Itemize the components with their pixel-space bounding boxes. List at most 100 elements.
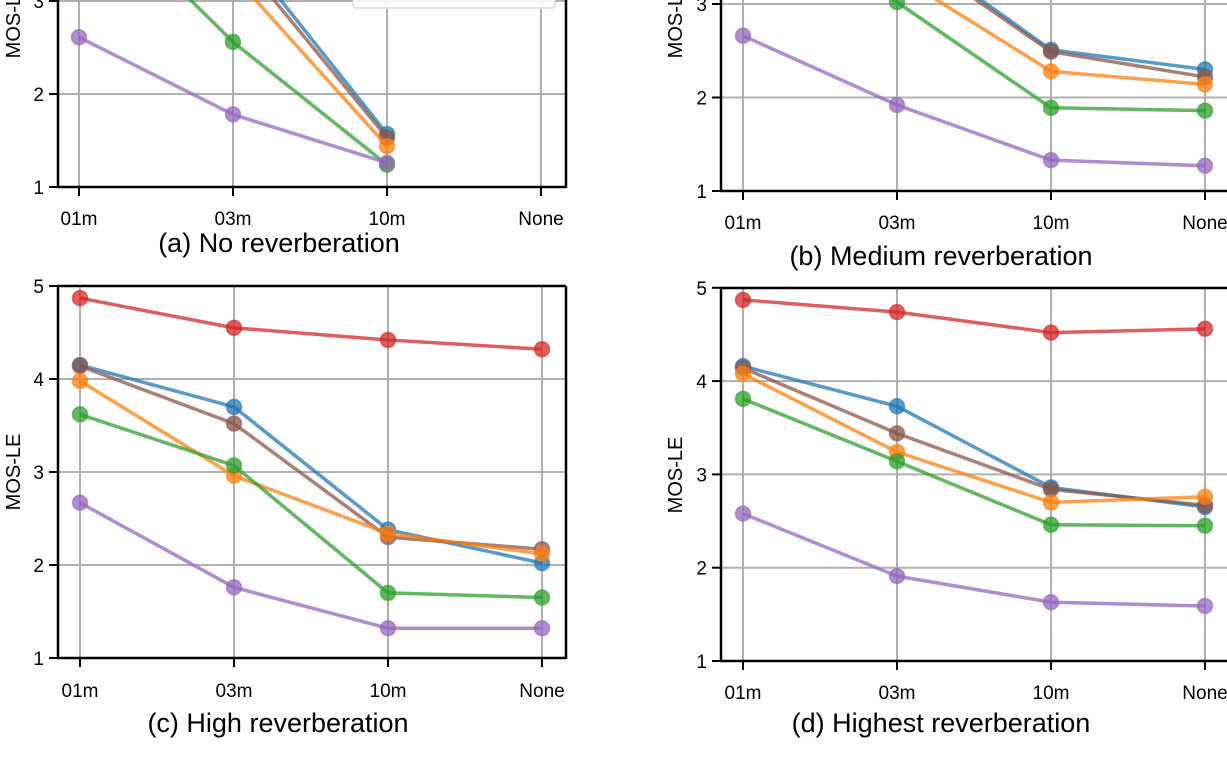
series-purple <box>71 494 551 637</box>
series-purple <box>734 505 1214 615</box>
series-line <box>742 366 1206 507</box>
y-tick-label: 1 <box>696 182 707 203</box>
y-axis-label: MOS-LE <box>665 437 687 514</box>
data-point <box>71 494 89 511</box>
data-point <box>1196 320 1214 338</box>
data-point <box>888 303 906 321</box>
series-line <box>253 0 389 148</box>
data-point <box>1196 488 1214 506</box>
y-tick-label: 5 <box>33 277 44 298</box>
data-point <box>379 525 397 542</box>
data-point <box>888 398 906 415</box>
gridlines <box>58 285 566 659</box>
series-green <box>888 0 1214 119</box>
data-point <box>1042 324 1060 341</box>
x-tick-label: 01m <box>61 209 98 230</box>
panel-caption: (b) Medium reverberation <box>789 241 1092 271</box>
series-line <box>742 364 1206 509</box>
data-point <box>888 425 906 442</box>
y-tick-label: 5 <box>696 279 707 300</box>
series-orange <box>734 365 1214 511</box>
plot-area <box>734 0 1214 175</box>
y-tick-label: 2 <box>33 556 44 577</box>
legend-box <box>352 0 556 9</box>
series-purple <box>70 29 396 172</box>
y-axis-label: MOS-LE <box>665 0 687 58</box>
y-tick-label: 1 <box>696 652 707 673</box>
panel-c: 1 2 3 4 5 01m 03m 10m None MOS-LE (c) High reverbe… <box>3 277 568 738</box>
data-point <box>1042 593 1060 611</box>
data-point <box>70 29 88 46</box>
x-tick-label: 01m <box>62 681 99 702</box>
data-point <box>379 584 397 602</box>
data-point <box>225 579 243 596</box>
y-tick-label: 4 <box>33 370 44 391</box>
series-green <box>71 406 551 606</box>
series-line <box>278 0 389 136</box>
panel-b: 1 2 3 01m 03m 10m None MOS-LE (b) Medium reverbe… <box>665 0 1227 271</box>
panel-caption: (c) High reverberation <box>147 708 408 738</box>
y-tick-label: 2 <box>696 559 707 580</box>
panel-a: 1 2 3 01m 03m 10m None MOS-LE (a) No reverberati… <box>3 0 568 258</box>
series-line <box>742 372 1206 505</box>
panel-d: 1 2 3 4 5 01m 03m 10m None MOS-LE (d) Highest reve… <box>665 279 1227 738</box>
series-line <box>79 296 543 351</box>
y-axis-label: MOS-LE <box>3 434 25 511</box>
data-point <box>224 33 242 51</box>
x-tick-label: 10m <box>1033 213 1070 234</box>
data-point <box>71 406 89 423</box>
data-point <box>734 505 752 522</box>
y-tick-label: 1 <box>33 178 44 199</box>
x-tick-label: None <box>1182 683 1227 704</box>
data-point <box>225 398 243 416</box>
data-point <box>71 372 89 390</box>
data-point <box>71 289 89 307</box>
series-line <box>742 397 1206 528</box>
data-point <box>888 567 906 585</box>
data-point <box>734 390 752 408</box>
x-tick-label: 10m <box>370 681 407 702</box>
series-green <box>188 0 396 173</box>
data-point <box>888 0 906 11</box>
series-orange <box>253 0 396 155</box>
series-line <box>79 501 542 630</box>
data-point <box>1042 151 1060 169</box>
x-tick-label: 03m <box>879 683 916 704</box>
data-point <box>1196 597 1214 615</box>
plot-area <box>71 289 551 637</box>
x-tick-label: 10m <box>1033 683 1070 704</box>
x-tick-label: None <box>519 681 564 702</box>
series-line <box>891 0 1206 113</box>
x-tick-label: None <box>518 209 563 230</box>
data-point <box>225 415 243 432</box>
x-tick-label: 01m <box>725 213 762 234</box>
axes: 1 2 3 01m 03m 10m None MOS-LE <box>665 0 1227 234</box>
y-tick-label: 2 <box>696 89 707 110</box>
data-point <box>71 357 89 375</box>
y-tick-label: 3 <box>696 0 707 16</box>
series-line <box>742 511 1206 608</box>
y-tick-label: 1 <box>33 649 44 670</box>
axes: 1 2 3 4 5 01m 03m 10m None MOS-LE <box>3 277 568 702</box>
data-point <box>1196 157 1214 175</box>
plot-area <box>70 0 396 173</box>
data-point <box>533 589 551 606</box>
data-point <box>1196 517 1214 534</box>
data-point <box>1196 102 1214 119</box>
data-point <box>888 453 906 470</box>
gridlines <box>58 0 566 188</box>
series-red <box>71 289 551 358</box>
y-tick-label: 4 <box>696 372 707 393</box>
series-line <box>79 364 543 551</box>
data-point <box>225 457 243 474</box>
series-line <box>79 412 543 600</box>
y-tick-label: 3 <box>696 465 707 486</box>
data-point <box>379 619 397 637</box>
data-point <box>888 96 906 114</box>
series-purple <box>734 27 1214 175</box>
data-point <box>1042 516 1060 534</box>
y-axis-label: MOS-LE <box>3 0 25 58</box>
axes: 1 2 3 01m 03m 10m None MOS-LE <box>3 0 568 230</box>
panel-caption: (d) Highest reverberation <box>792 708 1091 738</box>
